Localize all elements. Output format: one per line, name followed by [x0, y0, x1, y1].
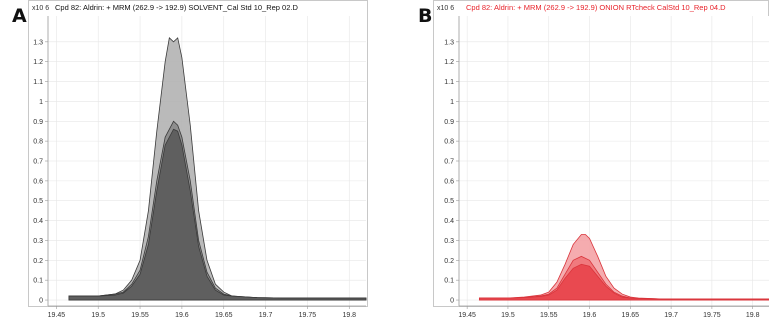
- chart-panel-a: Cpd 82: Aldrin: + MRM (262.9 -> 192.9) S…: [28, 0, 368, 320]
- y-tick-label: 1.3: [444, 39, 454, 46]
- x-tick-label: 19.7: [259, 312, 273, 319]
- y-tick-label: 0.3: [33, 238, 43, 245]
- panel-label-a: A: [12, 5, 27, 27]
- x-tick-label: 19.8: [342, 312, 356, 319]
- y-tick-label: 0.9: [444, 119, 454, 126]
- y-tick-label: 1: [39, 99, 43, 106]
- y-tick-label: 1: [450, 99, 454, 106]
- x-tick-label: 19.45: [458, 312, 476, 319]
- x-tick-label: 19.65: [215, 312, 233, 319]
- series-area-3: [68, 128, 367, 301]
- x-tick-label: 19.8: [746, 312, 760, 319]
- x-tick-label: 19.6: [583, 312, 597, 319]
- y-tick-label: 0.7: [444, 159, 454, 166]
- y-tick-label: 1.2: [33, 59, 43, 66]
- y-tick-label: 0.8: [33, 139, 43, 146]
- chromatogram-chart-b: Cpd 82: Aldrin: + MRM (262.9 -> 192.9) O…: [433, 0, 769, 319]
- x-tick-label: 19.5: [501, 312, 515, 319]
- x-tick-label: 19.55: [540, 312, 558, 319]
- y-tick-label: 0.4: [33, 218, 43, 225]
- chart-title: Cpd 82: Aldrin: + MRM (262.9 -> 192.9) O…: [466, 3, 726, 12]
- y-tick-label: 0.3: [444, 238, 454, 245]
- y-tick-label: 0: [39, 298, 43, 305]
- panel-label-b: B: [418, 5, 433, 27]
- y-tick-label: 0.6: [444, 178, 454, 185]
- y-tick-label: 0.5: [33, 198, 43, 205]
- y-tick-label: 0.1: [444, 278, 454, 285]
- chart-title: Cpd 82: Aldrin: + MRM (262.9 -> 192.9) S…: [55, 3, 298, 12]
- y-tick-label: 0.9: [33, 119, 43, 126]
- y-scale-label: x10 6: [437, 5, 454, 12]
- y-tick-label: 0.8: [444, 139, 454, 146]
- y-tick-label: 1.1: [33, 79, 43, 86]
- y-tick-label: 0.7: [33, 159, 43, 166]
- x-tick-label: 19.6: [175, 312, 189, 319]
- x-tick-label: 19.7: [664, 312, 678, 319]
- x-tick-label: 19.5: [91, 312, 105, 319]
- x-tick-label: 19.55: [131, 312, 149, 319]
- y-tick-label: 0.2: [33, 258, 43, 265]
- y-tick-label: 0.4: [444, 218, 454, 225]
- y-scale-label: x10 6: [32, 5, 49, 12]
- y-tick-label: 0.6: [33, 178, 43, 185]
- y-tick-label: 1.2: [444, 59, 454, 66]
- y-tick-label: 0.2: [444, 258, 454, 265]
- x-tick-label: 19.45: [48, 312, 66, 319]
- x-tick-label: 19.75: [299, 312, 317, 319]
- chart-panel-b: Cpd 82: Aldrin: + MRM (262.9 -> 192.9) O…: [433, 0, 769, 320]
- y-tick-label: 1.1: [444, 79, 454, 86]
- series-area-3: [478, 263, 769, 301]
- x-tick-label: 19.75: [703, 312, 721, 319]
- y-tick-label: 0: [450, 298, 454, 305]
- y-tick-label: 0.1: [33, 278, 43, 285]
- chromatogram-chart-a: Cpd 82: Aldrin: + MRM (262.9 -> 192.9) S…: [28, 0, 368, 319]
- y-tick-label: 0.5: [444, 198, 454, 205]
- x-tick-label: 19.65: [622, 312, 640, 319]
- y-tick-label: 1.3: [33, 39, 43, 46]
